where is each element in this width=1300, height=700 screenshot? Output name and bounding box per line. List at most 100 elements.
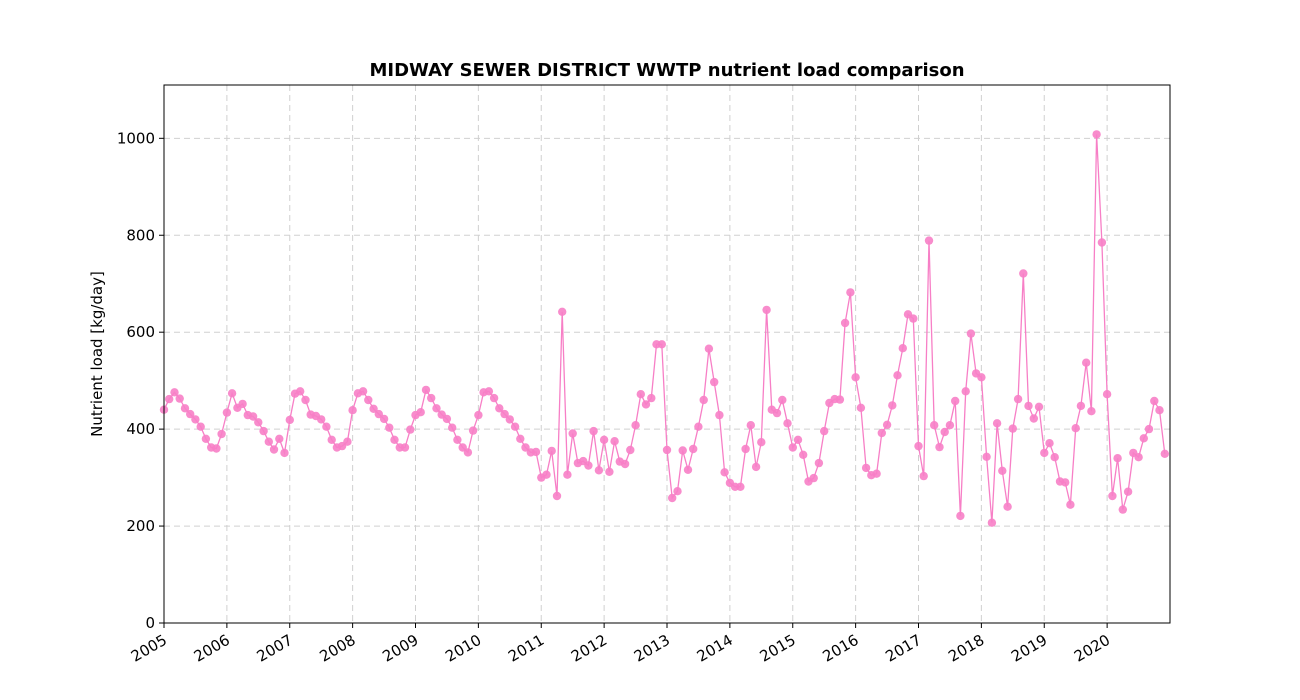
- y-tick-label: 200: [126, 517, 155, 535]
- data-point: [678, 446, 687, 455]
- data-point: [631, 421, 640, 430]
- x-tick-label: 2020: [1071, 631, 1113, 666]
- data-point: [961, 387, 970, 396]
- data-point: [201, 434, 211, 443]
- data-point: [317, 415, 326, 424]
- data-point: [568, 429, 577, 438]
- data-point: [736, 482, 745, 491]
- data-point: [468, 426, 478, 435]
- data-point: [1029, 414, 1039, 423]
- data-point: [563, 470, 572, 479]
- data-point: [165, 394, 174, 404]
- data-point: [400, 443, 410, 452]
- data-point: [196, 422, 205, 431]
- data-point: [495, 404, 504, 413]
- x-tick-label: 2014: [694, 631, 736, 666]
- data-point: [1061, 478, 1070, 487]
- x-tick-label: 2019: [1008, 631, 1050, 666]
- data-point: [689, 444, 698, 454]
- data-point: [1113, 454, 1122, 463]
- data-point: [1134, 453, 1143, 462]
- data-point: [977, 373, 986, 382]
- x-tick-label: 2011: [505, 631, 547, 666]
- data-point: [322, 422, 331, 431]
- data-point: [191, 415, 200, 424]
- data-point: [180, 404, 190, 413]
- y-axis-label: Nutrient load [kg/day]: [88, 271, 106, 437]
- data-point: [704, 344, 714, 353]
- data-point: [919, 471, 928, 481]
- data-point: [636, 390, 645, 399]
- data-point: [914, 441, 923, 451]
- data-point: [757, 438, 766, 447]
- data-point: [505, 415, 514, 424]
- data-point: [442, 414, 452, 424]
- data-point: [673, 487, 682, 496]
- data-point: [248, 412, 258, 421]
- data-point: [1024, 401, 1033, 411]
- data-point: [982, 452, 991, 461]
- data-point: [1050, 453, 1059, 462]
- data-point: [500, 409, 509, 419]
- data-point: [710, 377, 719, 387]
- data-point: [542, 470, 551, 479]
- data-point: [1076, 401, 1086, 411]
- y-tick-label: 0: [145, 614, 155, 632]
- data-point: [217, 429, 226, 439]
- data-point: [521, 443, 530, 452]
- data-point: [280, 448, 289, 458]
- data-point: [778, 395, 787, 405]
- y-tick-label: 400: [126, 420, 155, 438]
- data-point: [835, 395, 845, 404]
- data-point: [594, 466, 604, 475]
- data-point: [898, 344, 907, 353]
- data-point: [610, 437, 619, 446]
- data-point: [893, 371, 902, 380]
- data-point: [269, 445, 279, 454]
- data-point: [358, 387, 368, 396]
- data-point: [516, 434, 525, 443]
- data-point: [605, 467, 614, 476]
- data-point: [846, 288, 855, 297]
- y-tick-label: 1000: [117, 129, 155, 147]
- data-point: [998, 466, 1007, 475]
- data-point: [1144, 424, 1154, 434]
- data-point: [558, 307, 567, 316]
- data-point: [626, 445, 635, 455]
- data-point: [379, 414, 389, 424]
- x-tick-label: 2012: [568, 631, 610, 666]
- x-tick-label: 2017: [882, 631, 924, 666]
- data-point: [484, 387, 494, 396]
- data-point: [987, 518, 997, 527]
- data-point: [741, 444, 750, 454]
- data-point: [694, 422, 703, 431]
- data-point: [814, 458, 824, 468]
- data-point: [212, 444, 221, 453]
- data-point: [510, 422, 520, 431]
- data-point: [1097, 238, 1107, 247]
- x-tick-label: 2015: [757, 631, 799, 666]
- data-point: [1118, 505, 1128, 514]
- data-point: [751, 462, 761, 472]
- data-point: [390, 435, 399, 444]
- data-point: [1019, 269, 1028, 278]
- data-point: [657, 340, 666, 349]
- data-point: [285, 415, 294, 425]
- y-tick-label: 800: [126, 226, 155, 244]
- data-point: [856, 403, 866, 412]
- data-point: [1160, 449, 1170, 458]
- data-point: [547, 446, 556, 456]
- data-point: [1087, 407, 1096, 416]
- data-point: [882, 420, 892, 429]
- data-point: [296, 387, 305, 396]
- data-point: [1003, 502, 1012, 511]
- data-point: [935, 442, 944, 452]
- data-point: [227, 389, 237, 398]
- x-tick-label: 2018: [945, 631, 987, 666]
- data-point: [421, 385, 431, 395]
- data-point: [1008, 424, 1017, 433]
- data-point: [1071, 424, 1080, 433]
- data-point: [888, 401, 897, 410]
- grid-layer: [164, 85, 1170, 623]
